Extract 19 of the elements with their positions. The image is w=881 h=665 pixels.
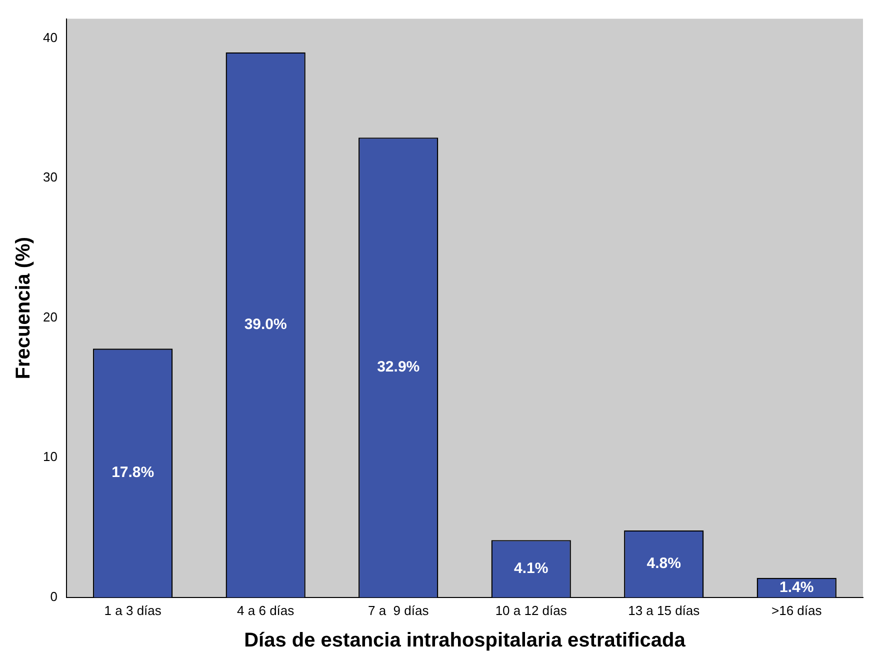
x-tick-label: 13 a 15 días — [628, 602, 700, 618]
y-tick-label: 20 — [42, 309, 58, 324]
y-tick-label: 0 — [50, 588, 58, 604]
x-tick-label: 7 a 9 días — [368, 602, 430, 618]
data-label: 1.4% — [780, 578, 814, 596]
data-label: 4.1% — [514, 560, 548, 577]
x-tick-label: 1 a 3 días — [104, 602, 162, 618]
x-axis-title: Días de estancia intrahospitalaria estratificada — [244, 630, 686, 652]
y-tick-label: 10 — [42, 449, 58, 464]
data-label: 17.8% — [112, 464, 154, 482]
y-tick-label: 40 — [42, 30, 58, 45]
x-tick-label: >16 días — [771, 602, 822, 618]
data-label: 39.0% — [244, 316, 287, 334]
y-tick-label: 30 — [42, 170, 58, 185]
data-label: 4.8% — [646, 555, 681, 572]
x-tick-label: 4 a 6 días — [237, 602, 295, 618]
y-axis-title: Frecuencia (%) — [12, 236, 35, 380]
data-label: 32.9% — [377, 358, 420, 376]
x-tick-label: 10 a 12 días — [495, 602, 568, 618]
